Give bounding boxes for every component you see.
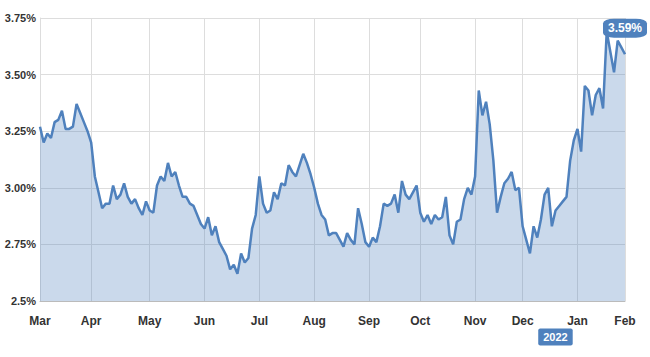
svg-text:Feb: Feb: [614, 314, 635, 328]
svg-text:Jul: Jul: [251, 314, 268, 328]
svg-text:May: May: [138, 314, 162, 328]
svg-text:Dec: Dec: [512, 314, 534, 328]
svg-text:Sep: Sep: [358, 314, 380, 328]
svg-text:3.25%: 3.25%: [5, 125, 36, 137]
svg-text:Jan: Jan: [567, 314, 588, 328]
svg-text:2.5%: 2.5%: [11, 295, 36, 307]
svg-text:Oct: Oct: [410, 314, 430, 328]
svg-text:Aug: Aug: [303, 314, 326, 328]
svg-text:Jun: Jun: [194, 314, 215, 328]
svg-text:2.75%: 2.75%: [5, 238, 36, 250]
svg-text:3.00%: 3.00%: [5, 182, 36, 194]
svg-text:2022: 2022: [543, 331, 567, 343]
svg-text:Nov: Nov: [464, 314, 487, 328]
svg-text:Apr: Apr: [81, 314, 102, 328]
svg-text:Mar: Mar: [29, 314, 51, 328]
svg-text:3.50%: 3.50%: [5, 69, 36, 81]
svg-text:3.59%: 3.59%: [608, 21, 642, 35]
svg-text:3.75%: 3.75%: [5, 12, 36, 24]
